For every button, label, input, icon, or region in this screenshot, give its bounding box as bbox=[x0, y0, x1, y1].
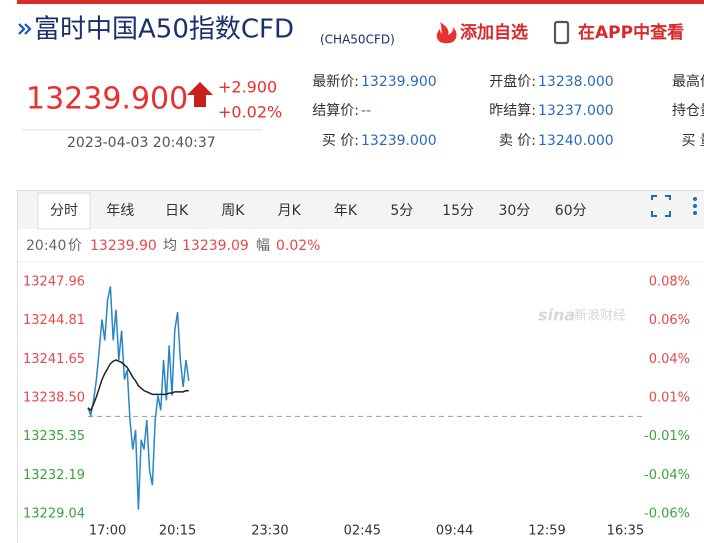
field-value: 13240.000 bbox=[538, 133, 614, 149]
field-label: 最高价 bbox=[672, 73, 704, 90]
change: +2.900 bbox=[218, 78, 277, 97]
y-tick-label: 13247.96 bbox=[23, 275, 85, 290]
add-watchlist[interactable]: 添加自选 bbox=[460, 22, 528, 43]
top-bar bbox=[17, 0, 704, 4]
x-tick-label: 09:44 bbox=[436, 524, 473, 539]
field-label: 昨结算: bbox=[489, 103, 536, 119]
field-label: 最新价: bbox=[312, 74, 359, 90]
field-label: 开盘价: bbox=[489, 73, 536, 90]
tab[interactable]: 年线 bbox=[106, 203, 134, 219]
field-value: 13239.900 bbox=[361, 74, 437, 90]
field-label: 买 量 bbox=[682, 133, 704, 149]
info-amp: 0.02% bbox=[276, 238, 320, 254]
x-tick-label: 16:35 bbox=[607, 524, 644, 539]
price: 13239.900 bbox=[26, 82, 188, 117]
info-label: 价 bbox=[68, 238, 82, 254]
change-pct: +0.02% bbox=[218, 103, 282, 122]
y2-tick-label: -0.04% bbox=[644, 468, 690, 483]
y-tick-label: 13238.50 bbox=[23, 391, 85, 406]
x-tick-label: 17:00 bbox=[89, 524, 126, 539]
tab[interactable]: 分时 bbox=[50, 203, 78, 219]
info-line: 20:40 价 13239.90 均 13239.09 幅 0.02% bbox=[26, 238, 320, 254]
chart: 13229.04 13232.19 13235.35 13238.50 13241.65… bbox=[23, 275, 690, 539]
info-label: 均 bbox=[163, 238, 177, 254]
y2-tick-label: 0.04% bbox=[649, 352, 690, 367]
field-value: 13238.000 bbox=[538, 74, 614, 90]
quote-time: 2023-04-03 20:40:37 bbox=[67, 135, 216, 151]
watermark-logo: sina bbox=[538, 306, 575, 325]
tabs: 分时 年线 日K 周K 月K 年K 5分 15分 30分 60分 bbox=[37, 192, 587, 230]
more-icon[interactable] bbox=[693, 197, 697, 215]
y-tick-label: 13229.04 bbox=[23, 507, 85, 522]
phone-icon bbox=[553, 20, 570, 45]
x-tick-label: 23:30 bbox=[251, 524, 288, 539]
open-app-button[interactable]: 在APP中查看 bbox=[553, 20, 684, 45]
field-value: 13237.000 bbox=[538, 103, 614, 119]
field-label: 持仓量 bbox=[672, 103, 704, 119]
field-label: 结算价: bbox=[312, 103, 359, 119]
x-tick-label: 20:15 bbox=[159, 524, 196, 539]
tab[interactable]: 年K bbox=[334, 203, 358, 219]
series-line bbox=[87, 286, 190, 510]
x-tick-label: 12:59 bbox=[528, 524, 565, 539]
title: 富时中国A50指数CFD bbox=[34, 15, 294, 45]
tab[interactable]: 60分 bbox=[555, 203, 587, 219]
quote-fields: 最新价:13239.900开盘价:13238.000最高价结算价:--昨结算:1… bbox=[312, 73, 704, 149]
y2-tick-label: 0.08% bbox=[649, 275, 690, 290]
flame-icon bbox=[436, 22, 457, 44]
tab[interactable]: 日K bbox=[165, 203, 189, 219]
y-tick-label: 13244.81 bbox=[23, 313, 85, 328]
field-label: 买 价: bbox=[322, 133, 359, 149]
add-watchlist-button[interactable]: 添加自选 bbox=[436, 22, 528, 44]
watermark-name: 新浪财经 bbox=[574, 308, 626, 324]
chart-panel bbox=[17, 190, 704, 543]
x-tick-label: 02:45 bbox=[344, 524, 381, 539]
tab[interactable]: 5分 bbox=[390, 203, 413, 219]
y2-tick-label: 0.01% bbox=[649, 391, 690, 406]
field-value: 13239.000 bbox=[361, 133, 437, 149]
info-avg: 13239.09 bbox=[182, 238, 249, 254]
y2-tick-label: -0.06% bbox=[644, 507, 690, 522]
series-line bbox=[87, 359, 189, 412]
y2-tick-label: -0.01% bbox=[644, 429, 690, 444]
y-tick-label: 13235.35 bbox=[23, 429, 85, 444]
tab[interactable]: 月K bbox=[278, 203, 302, 219]
info-label: 幅 bbox=[256, 238, 270, 254]
field-value: -- bbox=[361, 103, 371, 119]
tab[interactable]: 15分 bbox=[442, 203, 474, 219]
tab-bar bbox=[18, 191, 704, 229]
open-app[interactable]: 在APP中查看 bbox=[578, 22, 684, 43]
active-tab bbox=[37, 192, 91, 230]
title-icon bbox=[18, 23, 32, 35]
dot bbox=[693, 204, 697, 208]
y2-tick-label: 0.06% bbox=[649, 313, 690, 328]
y-tick-label: 13232.19 bbox=[23, 468, 85, 483]
fullscreen-icon[interactable] bbox=[651, 195, 671, 217]
tab[interactable]: 30分 bbox=[498, 203, 530, 219]
info-price: 13239.90 bbox=[90, 238, 157, 254]
tab[interactable]: 周K bbox=[221, 203, 245, 219]
info-time: 20:40 bbox=[26, 238, 66, 254]
up-arrow bbox=[187, 82, 213, 107]
dot bbox=[693, 197, 697, 201]
symbol-code: (CHA50CFD) bbox=[320, 33, 395, 47]
dot bbox=[693, 211, 697, 215]
y-tick-label: 13241.65 bbox=[23, 352, 85, 367]
field-label: 卖 价: bbox=[499, 133, 536, 149]
